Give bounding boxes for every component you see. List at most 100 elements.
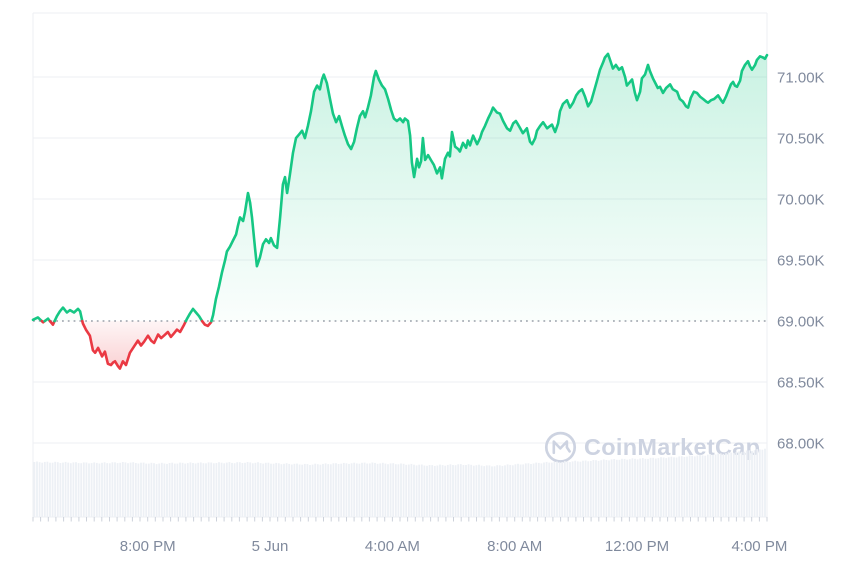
volume-bar — [270, 463, 272, 517]
volume-bar — [470, 464, 473, 517]
volume-bar — [748, 450, 751, 517]
volume-bar — [264, 462, 267, 517]
volume-bar — [623, 458, 626, 517]
volume-bar — [192, 463, 194, 517]
volume-bar — [712, 454, 714, 517]
volume-bar — [314, 463, 317, 517]
volume-bar — [82, 462, 85, 517]
price-line-up-segment — [53, 306, 84, 323]
volume-bar — [454, 465, 457, 517]
volume-bar — [597, 460, 600, 517]
volume-bar — [714, 454, 717, 517]
volume-bar — [290, 464, 293, 517]
x-axis-ticks — [32, 517, 768, 522]
volume-bar — [579, 461, 582, 517]
volume-bar — [660, 457, 662, 517]
volume-bar — [51, 462, 54, 517]
volume-bar — [267, 462, 270, 517]
volume-bar — [41, 462, 44, 517]
volume-bar — [550, 462, 553, 517]
volume-bar — [753, 450, 756, 517]
volume-bar — [309, 465, 311, 517]
volume-bar — [722, 453, 725, 517]
volume-bar — [670, 456, 673, 517]
volume-bar — [80, 463, 83, 517]
volume-bar — [236, 462, 239, 517]
volume-bar — [361, 462, 363, 517]
area-fill-up — [33, 53, 767, 322]
volume-bar — [673, 457, 675, 517]
price-line-down-segment — [81, 319, 188, 370]
volume-bar — [693, 456, 696, 517]
volume-bar — [353, 462, 356, 517]
volume-bar — [262, 463, 265, 517]
x-axis-label: 5 Jun — [252, 538, 289, 555]
volume-bar — [631, 458, 634, 517]
volume-bar — [366, 463, 369, 517]
volume-bar — [36, 461, 38, 517]
coinmarketcap-logo-m-icon — [552, 440, 571, 455]
volume-bar — [275, 462, 278, 517]
volume-bar — [137, 463, 140, 517]
price-line-down-segment — [48, 319, 56, 327]
volume-bar — [335, 463, 337, 517]
volume-bar — [296, 463, 298, 517]
volume-bar — [743, 451, 746, 517]
volume-bar — [540, 463, 543, 517]
volume-bar — [163, 463, 166, 517]
volume-bar — [641, 458, 644, 517]
volume-bar — [121, 462, 124, 517]
volume-bar — [319, 464, 322, 517]
volume-bar — [610, 459, 613, 517]
volume-bar — [751, 450, 753, 517]
volume-bar — [220, 462, 223, 517]
y-axis-labels: 71.00K 70.50K 70.00K 69.50K 69.00K 68.50K 68.0… — [777, 69, 825, 452]
volume-bar — [114, 462, 116, 517]
volume-bar — [519, 464, 522, 517]
volume-bar — [509, 464, 512, 517]
volume-bar — [43, 461, 46, 517]
volume-bar — [480, 465, 483, 517]
volume-bar — [285, 463, 288, 517]
volume-bar — [88, 463, 90, 517]
volume-bar — [85, 462, 88, 517]
volume-bar — [423, 465, 426, 517]
volume-bar — [644, 458, 647, 517]
volume-bar — [72, 462, 75, 517]
volume-bar — [553, 461, 556, 517]
volume-bar — [514, 464, 517, 517]
volume-bar — [634, 458, 636, 517]
volume-bar — [272, 463, 275, 517]
volume-bar — [530, 464, 532, 517]
volume-bar — [654, 458, 657, 517]
volume-bar — [758, 449, 761, 517]
volume-bar — [405, 464, 408, 517]
volume-bar — [246, 462, 249, 517]
volume-bar — [241, 463, 244, 517]
volume-bar — [186, 463, 189, 517]
volume-bar — [675, 457, 678, 517]
volume-bar — [171, 462, 174, 517]
volume-bar — [496, 465, 499, 517]
y-axis-label: 70.50K — [777, 130, 825, 147]
volume-bar — [142, 462, 145, 517]
volume-bar — [371, 462, 374, 517]
volume-bar — [108, 463, 111, 517]
volume-bar — [225, 462, 228, 517]
volume-bar — [103, 462, 106, 517]
volume-bar — [322, 463, 324, 517]
volume-bar — [166, 463, 168, 517]
volume-bar — [150, 462, 153, 517]
volume-bar — [462, 465, 465, 517]
volume-bar — [215, 463, 218, 517]
volume-bar — [452, 465, 454, 517]
y-axis-label: 68.00K — [777, 435, 825, 452]
volume-bar — [433, 465, 436, 517]
volume-bar — [647, 458, 649, 517]
coinmarketcap-watermark: CoinMarketCap — [544, 431, 760, 463]
volume-bar — [704, 455, 707, 517]
volume-bar — [147, 463, 150, 517]
volume-bar — [199, 462, 202, 517]
volume-bar — [218, 462, 220, 517]
